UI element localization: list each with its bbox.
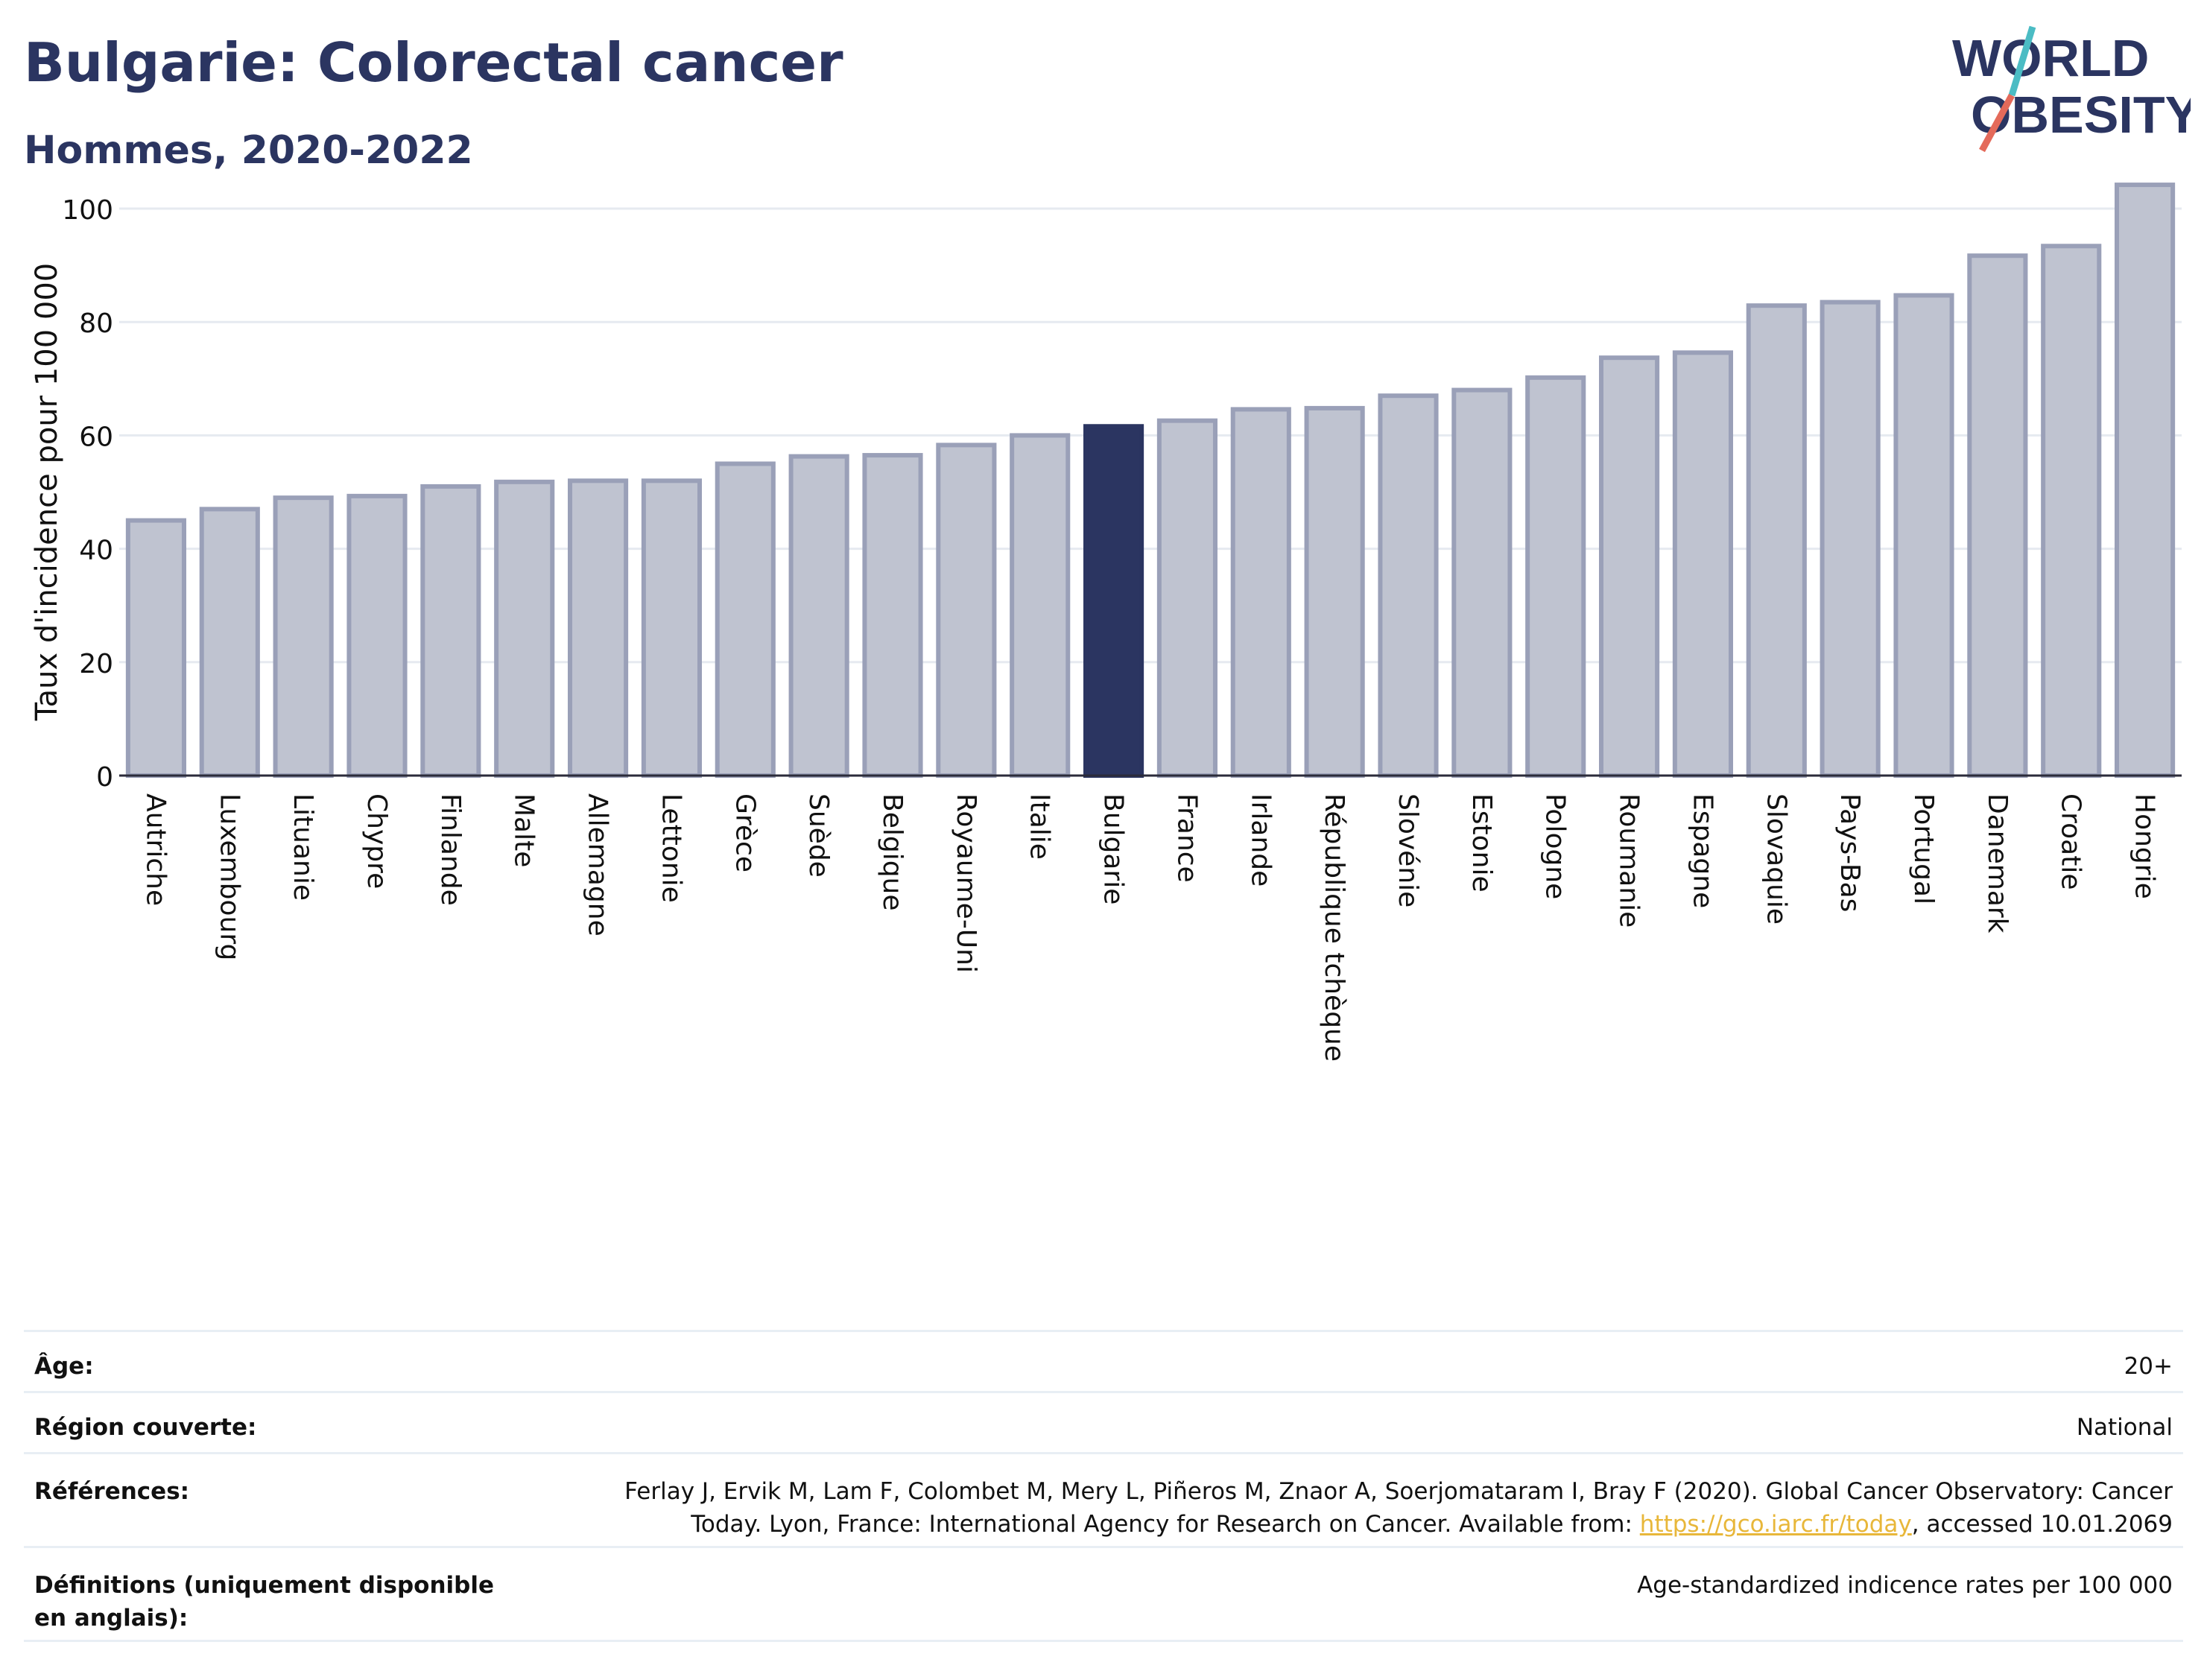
bar-france xyxy=(1156,418,1217,778)
y-tick-label: 80 xyxy=(79,308,113,339)
info-row-definitions: Définitions (uniquement disponible en an… xyxy=(24,1546,2183,1642)
x-tick-label: Royaume-Uni xyxy=(951,793,981,973)
x-tick-label: Roumanie xyxy=(1614,793,1644,928)
bar-pays-bas xyxy=(1820,299,1881,779)
bar-malte xyxy=(494,479,555,778)
x-tick-label: Espagne xyxy=(1687,793,1717,908)
x-tick-label: Hongrie xyxy=(2129,793,2160,899)
y-tick-label: 60 xyxy=(79,422,113,452)
logo-line2: OBESITY xyxy=(1971,86,2191,144)
bar-danemark xyxy=(1967,253,2028,778)
x-tick-label: Luxembourg xyxy=(214,793,244,960)
y-axis-title: Taux d'incidence pour 100 000 xyxy=(30,263,64,721)
bar-slovaquie xyxy=(1746,303,1807,778)
age-label: Âge: xyxy=(24,1330,531,1392)
references-text-before-link: Today. Lyon, France: International Agenc… xyxy=(691,1511,1640,1538)
logo-line1: WORLD xyxy=(1952,29,2149,87)
info-row-region: Région couverte: National xyxy=(24,1391,2183,1454)
x-tick-label: Italie xyxy=(1025,793,1055,860)
bar-italie xyxy=(1010,433,1071,779)
x-tick-label: Finlande xyxy=(435,793,466,906)
info-row-references: Références: Ferlay J, Ervik M, Lam F, Co… xyxy=(24,1452,2183,1547)
age-value: 20+ xyxy=(531,1330,2183,1392)
x-tick-label: Slovénie xyxy=(1393,793,1423,907)
bar-gr-ce xyxy=(715,461,776,778)
x-tick-label: République tchèque xyxy=(1319,793,1349,1062)
y-tick-label: 40 xyxy=(79,536,113,566)
references-text-after-link: , accessed 10.01.2069 xyxy=(1911,1511,2173,1538)
bar-allemagne xyxy=(568,478,629,778)
bars xyxy=(125,183,2176,779)
x-tick-label: Pays-Bas xyxy=(1834,793,1865,912)
world-obesity-logo: WORLD OBESITY xyxy=(1952,25,2191,153)
x-tick-label: Malte xyxy=(509,793,539,867)
y-tick-label: 0 xyxy=(96,762,113,793)
bar-lituanie xyxy=(273,495,334,779)
bar-croatie xyxy=(2041,244,2102,779)
references-value: Ferlay J, Ervik M, Lam F, Colombet M, Me… xyxy=(531,1452,2183,1547)
info-table: Âge: 20+ Région couverte: National Référ… xyxy=(24,1330,2183,1642)
page-title: Bulgarie: Colorectal cancer xyxy=(24,31,843,94)
references-text-line1: Ferlay J, Ervik M, Lam F, Colombet M, Me… xyxy=(624,1478,2173,1505)
region-label: Région couverte: xyxy=(24,1391,531,1454)
x-tick-label: Irlande xyxy=(1245,793,1276,887)
x-tick-label: Portugal xyxy=(1908,793,1939,904)
region-value: National xyxy=(531,1391,2183,1454)
x-tick-label: Grèce xyxy=(729,793,760,872)
bar-lettonie xyxy=(641,478,702,778)
x-tick-label: Autriche xyxy=(140,793,171,906)
references-link[interactable]: https://gco.iarc.fr/today xyxy=(1639,1511,1912,1538)
bar-chypre xyxy=(346,493,408,778)
bar-portugal xyxy=(1893,293,1954,778)
logo-slash-teal xyxy=(2008,25,2036,97)
y-tick-label: 100 xyxy=(62,195,113,226)
x-tick-label: Danemark xyxy=(1982,793,2013,933)
bar-r-publique-tch-que xyxy=(1304,405,1365,778)
x-tick-label: France xyxy=(1171,793,1202,883)
bar-espagne xyxy=(1672,350,1733,778)
bar-chart: 0 20 40 60 80 100 Autriche Luxembourg Lituanie C… xyxy=(30,183,2182,1062)
bar-luxembourg xyxy=(199,507,260,778)
bar-pologne xyxy=(1525,375,1586,779)
bar-hongrie xyxy=(2115,183,2176,778)
references-label: Références: xyxy=(24,1452,531,1547)
bar-royaume-uni xyxy=(936,443,997,778)
x-tick-label: Belgique xyxy=(877,793,908,911)
info-row-age: Âge: 20+ xyxy=(24,1330,2183,1392)
bar-autriche xyxy=(125,518,186,778)
x-tick-label: Chypre xyxy=(361,793,392,889)
y-axis-ticks: 0 20 40 60 80 100 xyxy=(62,195,113,793)
x-tick-label: Suède xyxy=(803,793,834,878)
x-tick-label: Lettonie xyxy=(656,793,686,903)
x-tick-label: Allemagne xyxy=(583,793,613,936)
x-tick-label: Croatie xyxy=(2056,793,2086,890)
bar-roumanie xyxy=(1599,355,1660,778)
logo-slash-red xyxy=(1979,93,2015,153)
bar-irlande xyxy=(1230,407,1291,778)
y-tick-label: 20 xyxy=(79,649,113,679)
x-tick-label: Slovaquie xyxy=(1761,793,1791,925)
bar-estonie xyxy=(1451,387,1513,778)
x-tick-label: Bulgarie xyxy=(1098,793,1129,904)
definitions-value: Age-standardized indicence rates per 100… xyxy=(531,1546,2183,1642)
x-axis-labels: Autriche Luxembourg Lituanie Chypre Finlande… xyxy=(140,793,2159,1062)
bar-slov-nie xyxy=(1378,393,1439,779)
definitions-label: Définitions (uniquement disponible en an… xyxy=(24,1546,531,1642)
bar-su-de xyxy=(788,454,849,778)
x-tick-label: Pologne xyxy=(1540,793,1571,899)
x-tick-label: Estonie xyxy=(1466,793,1497,893)
bar-belgique xyxy=(862,453,923,778)
bar-finlande xyxy=(420,484,481,779)
page-subtitle: Hommes, 2020-2022 xyxy=(24,128,473,173)
x-tick-label: Lituanie xyxy=(288,793,318,901)
bar-bulgarie xyxy=(1083,424,1144,779)
